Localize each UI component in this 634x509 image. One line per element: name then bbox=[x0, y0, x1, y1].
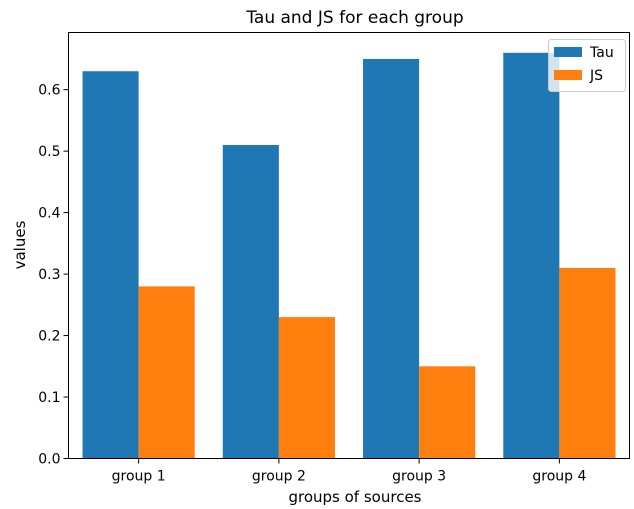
y-axis-title: values bbox=[11, 220, 29, 269]
x-tick-label-group-3: group 3 bbox=[392, 469, 446, 485]
legend-swatch-js bbox=[554, 70, 582, 80]
chart-title: Tau and JS for each group bbox=[245, 8, 463, 28]
bar-js-group-4 bbox=[559, 267, 616, 459]
bars-layer bbox=[82, 52, 616, 459]
x-tick-label-group-4: group 4 bbox=[532, 469, 586, 485]
bar-tau-group-2 bbox=[222, 144, 279, 459]
legend-label-tau: Tau bbox=[589, 45, 614, 61]
bar-tau-group-4 bbox=[503, 52, 560, 459]
bar-js-group-2 bbox=[278, 317, 335, 459]
legend: Tau JS bbox=[548, 39, 626, 92]
bar-js-group-3 bbox=[419, 366, 476, 459]
x-tick-label-group-2: group 2 bbox=[252, 469, 306, 485]
y-tick-label: 0.3 bbox=[38, 267, 60, 283]
y-tick-label: 0.1 bbox=[38, 390, 60, 406]
y-tick-label: 0.6 bbox=[38, 83, 60, 99]
plot-frame bbox=[68, 32, 630, 459]
y-tick-label: 0.0 bbox=[38, 452, 60, 468]
y-tick-label: 0.5 bbox=[38, 144, 60, 160]
y-tick-label: 0.2 bbox=[38, 329, 60, 345]
x-axis-title: groups of sources bbox=[288, 488, 421, 506]
bar-js-group-1 bbox=[138, 286, 195, 459]
bar-tau-group-3 bbox=[363, 58, 420, 459]
legend-swatch-tau bbox=[554, 47, 582, 57]
x-tick-label-group-1: group 1 bbox=[112, 469, 166, 485]
bar-tau-group-1 bbox=[82, 71, 139, 459]
y-tick-label: 0.4 bbox=[38, 206, 60, 222]
y-axis-ticks: 0.0 0.1 0.2 0.3 0.4 0.5 0.6 bbox=[38, 83, 69, 468]
legend-label-js: JS bbox=[589, 68, 603, 84]
x-axis-ticks: group 1 group 2 group 3 group 4 bbox=[112, 458, 586, 485]
